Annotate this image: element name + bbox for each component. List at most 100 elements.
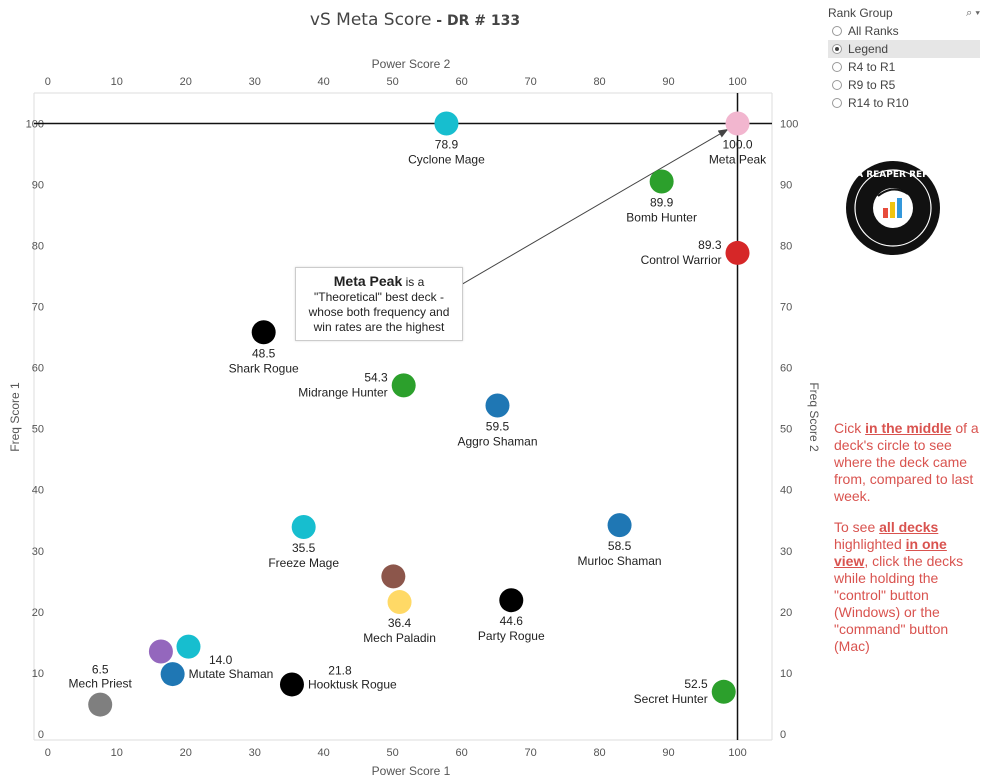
point-score-label: 54.3 — [364, 370, 388, 384]
y-right-tick-label: 30 — [780, 546, 792, 558]
rank-option-label: R4 to R1 — [848, 60, 896, 74]
data-point[interactable] — [279, 672, 304, 697]
y-right-tick-label: 90 — [780, 180, 792, 192]
radio-icon[interactable] — [832, 44, 842, 54]
y-left-tick-label: 40 — [32, 485, 44, 497]
x-top-tick-label: 100 — [728, 76, 746, 88]
data-point[interactable] — [711, 679, 736, 704]
point-score-label: 59.5 — [486, 420, 510, 434]
point-name-label: Party Rogue — [478, 629, 545, 643]
rank-option-label: R9 to R5 — [848, 78, 896, 92]
data-point[interactable] — [160, 662, 185, 687]
point-name-label: Control Warrior — [641, 253, 722, 267]
radio-icon[interactable] — [832, 80, 842, 90]
x-top-tick-label: 40 — [318, 76, 330, 88]
instr-all-decks: all decks — [879, 519, 939, 535]
data-point[interactable] — [391, 373, 416, 398]
point-name-label: Aggro Shaman — [457, 435, 537, 449]
data-point[interactable] — [176, 634, 201, 659]
y-left-tick-label: 50 — [32, 424, 44, 436]
x-top-tick-label: 80 — [593, 76, 605, 88]
radio-icon[interactable] — [832, 98, 842, 108]
chart-title-suffix: - DR # 133 — [431, 13, 521, 29]
point-score-label: 89.9 — [650, 196, 674, 210]
x-axis-title-top: Power Score 2 — [372, 57, 451, 71]
data-point[interactable] — [148, 639, 173, 664]
x-bottom-tick-label: 40 — [318, 747, 330, 759]
data-point[interactable] — [607, 513, 632, 538]
radio-icon[interactable] — [832, 62, 842, 72]
point-name-label: Cyclone Mage — [408, 153, 485, 167]
y-left-tick-label: 100 — [26, 119, 44, 131]
point-name-label: Mutate Shaman — [189, 667, 274, 681]
filter-controls[interactable]: ⌕ ▾ — [966, 7, 980, 20]
y-right-tick-label: 50 — [780, 424, 792, 436]
point-score-label: 14.0 — [209, 653, 233, 667]
point-score-label: 21.8 — [328, 663, 352, 677]
y-right-tick-label: 60 — [780, 363, 792, 375]
search-icon[interactable]: ⌕ — [966, 6, 973, 19]
data-point[interactable] — [485, 393, 510, 418]
rank-option-all-ranks[interactable]: All Ranks — [828, 22, 980, 40]
y-right-tick-label: 70 — [780, 302, 792, 314]
data-point[interactable] — [291, 514, 316, 539]
x-bottom-tick-label: 50 — [387, 747, 399, 759]
y-left-tick-label: 20 — [32, 607, 44, 619]
annotation-arrow — [462, 129, 729, 285]
point-score-label: 89.3 — [698, 238, 722, 252]
rank-option-r4-to-r1[interactable]: R4 to R1 — [828, 58, 980, 76]
rank-option-label: R14 to R10 — [848, 96, 909, 110]
y-axis-title-right: Freq Score 2 — [807, 382, 821, 452]
x-axis-title-bottom: Power Score 1 — [372, 764, 451, 778]
data-point[interactable] — [725, 240, 750, 265]
annotation-line2: "Theoretical" best deck - — [314, 290, 444, 304]
data-point[interactable] — [381, 564, 406, 589]
x-top-tick-label: 30 — [249, 76, 261, 88]
instr-in-the-middle: in the middle — [865, 420, 952, 436]
point-name-label: Hooktusk Rogue — [308, 677, 397, 691]
radio-icon[interactable] — [832, 26, 842, 36]
data-point[interactable] — [251, 320, 276, 345]
point-name-label: Mech Paladin — [363, 631, 436, 645]
rank-group-filter: Rank Group ⌕ ▾ All Ranks Legend R4 to R1 R9… — [828, 4, 980, 112]
chevron-down-icon[interactable]: ▾ — [975, 6, 980, 19]
instr-in-one-view: in one view — [834, 536, 947, 569]
rank-option-r14-to-r10[interactable]: R14 to R10 — [828, 94, 980, 112]
y-right-tick-label: 10 — [780, 668, 792, 680]
point-score-label: 36.4 — [388, 616, 412, 630]
instructions: Cick in the middle of a deck's circle to… — [834, 420, 979, 669]
y-left-tick-label: 0 — [38, 729, 44, 741]
data-point[interactable] — [499, 588, 524, 613]
point-name-label: Shark Rogue — [229, 361, 299, 375]
x-top-tick-label: 10 — [111, 76, 123, 88]
point-name-label: Midrange Hunter — [298, 385, 387, 399]
data-point[interactable] — [649, 169, 674, 194]
chart-title: vS Meta Score - DR # 133 — [300, 10, 530, 30]
annotation-line4: win rates are the highest — [313, 320, 445, 334]
rank-option-label: Legend — [848, 42, 889, 56]
data-point[interactable] — [387, 590, 412, 615]
x-top-tick-label: 90 — [662, 76, 674, 88]
x-bottom-tick-label: 80 — [593, 747, 605, 759]
instructions-p2: To see all decks highlighted in one view… — [834, 519, 964, 654]
y-left-tick-label: 30 — [32, 546, 44, 558]
x-bottom-tick-label: 0 — [45, 747, 51, 759]
data-point[interactable] — [434, 111, 459, 136]
point-name-label: Secret Hunter — [634, 692, 708, 706]
x-top-tick-label: 70 — [524, 76, 536, 88]
annotation-line3: whose both frequency and — [308, 305, 450, 319]
x-top-tick-label: 0 — [45, 76, 51, 88]
data-point[interactable] — [88, 692, 113, 717]
x-bottom-tick-label: 60 — [456, 747, 468, 759]
point-name-label: Bomb Hunter — [626, 211, 697, 225]
rank-option-legend[interactable]: Legend — [828, 40, 980, 58]
point-score-label: 48.5 — [252, 346, 276, 360]
y-right-tick-label: 100 — [780, 119, 798, 131]
point-name-label: Meta Peak — [709, 153, 767, 167]
data-point[interactable] — [725, 111, 750, 136]
rank-option-r9-to-r5[interactable]: R9 to R5 — [828, 76, 980, 94]
x-bottom-tick-label: 70 — [524, 747, 536, 759]
x-top-tick-label: 60 — [456, 76, 468, 88]
x-bottom-tick-label: 20 — [180, 747, 192, 759]
